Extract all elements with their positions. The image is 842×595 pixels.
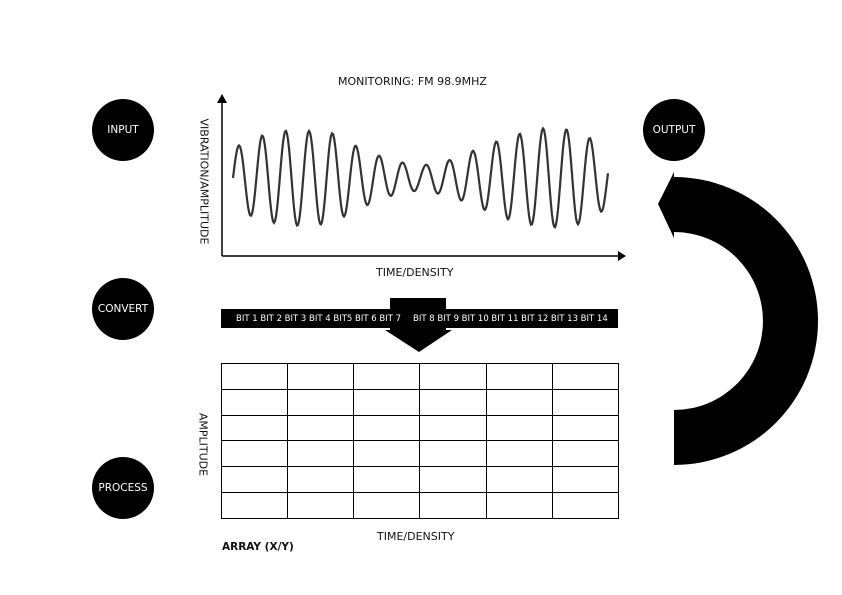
array-row — [220, 492, 620, 519]
process-node: PROCESS — [92, 457, 154, 519]
convert-node: CONVERT — [92, 278, 154, 340]
array-y-label: AMPLITUDE — [196, 412, 210, 477]
bits-right: BIT 8 BIT 9 BIT 10 BIT 11 BIT 12 BIT 13 … — [413, 314, 608, 324]
array-cell — [287, 388, 355, 416]
array-cell — [220, 414, 289, 442]
array-cell — [419, 414, 487, 442]
array-cell — [551, 492, 620, 519]
convert-label: CONVERT — [97, 303, 149, 315]
array-cell — [220, 492, 289, 519]
array-grid — [220, 363, 620, 519]
output-node: OUTPUT — [643, 99, 705, 161]
feedback-arrow — [674, 177, 818, 465]
array-cell — [287, 414, 355, 442]
array-cell — [485, 492, 553, 519]
output-label: OUTPUT — [652, 124, 696, 136]
array-cell — [287, 492, 355, 519]
array-cell — [353, 440, 421, 468]
array-cell — [287, 466, 355, 494]
array-cell — [220, 440, 289, 468]
waveform-y-label: VIBRATION/AMPLITUDE — [197, 118, 211, 245]
array-cell — [353, 466, 421, 494]
array-cell — [353, 414, 421, 442]
array-x-label: TIME/DENSITY — [377, 530, 455, 543]
array-cell — [485, 414, 553, 442]
array-cell — [551, 466, 620, 494]
array-cell — [419, 492, 487, 519]
array-cell — [485, 388, 553, 416]
array-cell — [353, 492, 421, 519]
array-cell — [287, 363, 355, 390]
array-cell — [551, 363, 620, 390]
array-row — [220, 363, 620, 390]
feedback-arrowhead — [658, 172, 674, 238]
array-cell — [353, 388, 421, 416]
waveform-line — [231, 126, 610, 230]
array-cell — [485, 466, 553, 494]
y-axis-arrowhead — [217, 94, 227, 103]
array-cell — [485, 440, 553, 468]
array-row — [220, 466, 620, 494]
array-cell — [287, 440, 355, 468]
array-cell — [551, 440, 620, 468]
input-node: INPUT — [92, 99, 154, 161]
bits-left: BIT 1 BIT 2 BIT 3 BIT 4 BIT5 BIT 6 BIT 7 — [236, 314, 401, 324]
array-cell — [419, 466, 487, 494]
array-cell — [220, 363, 289, 390]
input-label: INPUT — [107, 124, 139, 136]
array-caption: ARRAY (X/Y) — [222, 541, 294, 553]
array-cell — [220, 388, 289, 416]
array-row — [220, 388, 620, 416]
down-arrow — [385, 298, 452, 352]
waveform-x-label: TIME/DENSITY — [376, 266, 454, 279]
array-cell — [220, 466, 289, 494]
array-row — [220, 440, 620, 468]
x-axis-arrowhead — [618, 251, 626, 261]
process-label: PROCESS — [98, 482, 148, 494]
array-cell — [551, 388, 620, 416]
array-cell — [353, 363, 421, 390]
array-cell — [551, 414, 620, 442]
waveform-title: MONITORING: FM 98.9MHZ — [338, 75, 487, 88]
array-row — [220, 414, 620, 442]
array-cell — [419, 363, 487, 390]
array-cell — [419, 440, 487, 468]
array-cell — [485, 363, 553, 390]
array-cell — [419, 388, 487, 416]
